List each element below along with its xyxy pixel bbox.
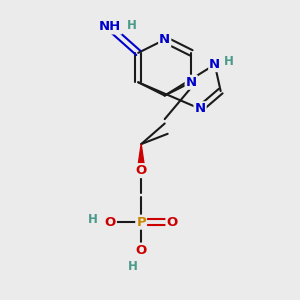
- Text: H: H: [128, 260, 137, 273]
- Text: O: O: [167, 216, 178, 229]
- Text: H: H: [126, 19, 136, 32]
- Text: N: N: [159, 33, 170, 46]
- Text: O: O: [136, 244, 147, 256]
- Text: NH: NH: [99, 20, 122, 33]
- Text: P: P: [136, 216, 146, 229]
- Text: O: O: [105, 216, 116, 229]
- Text: H: H: [224, 55, 233, 68]
- Text: O: O: [136, 164, 147, 177]
- Text: N: N: [194, 102, 206, 115]
- Text: N: N: [186, 76, 197, 89]
- Text: H: H: [88, 213, 98, 226]
- Polygon shape: [137, 144, 145, 171]
- Text: N: N: [209, 58, 220, 71]
